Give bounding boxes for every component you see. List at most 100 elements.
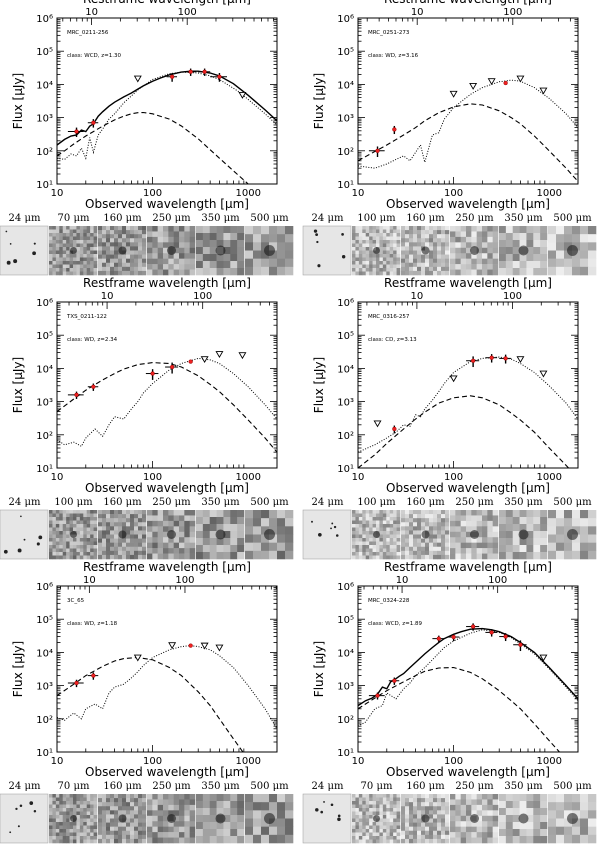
- thumbnail-pixel: [98, 510, 103, 515]
- thumbnail-pixel: [147, 231, 153, 238]
- thumbnail-pixel: [409, 794, 414, 799]
- thumbnail-pixel: [433, 806, 438, 811]
- thumbnail-pixel: [110, 238, 115, 243]
- thumbnail-pixel: [487, 832, 493, 838]
- thumbnail-pixel: [425, 810, 430, 815]
- thumbnail-pixel: [83, 513, 88, 518]
- thumbnail-pixel: [441, 838, 446, 844]
- thumbnail-pixel: [352, 257, 356, 262]
- thumbnail-pixel: [372, 524, 377, 528]
- thumbnail-pixel: [476, 231, 483, 238]
- thumbnail-pixel: [73, 548, 77, 553]
- thumbnail-pixel: [83, 804, 88, 809]
- thumbnail-pixel: [556, 234, 565, 243]
- thumbnail-pixel: [83, 250, 88, 255]
- thumbnail-pixel: [445, 822, 450, 827]
- source-dot: [23, 538, 26, 541]
- thumbnail-pixel: [173, 258, 180, 265]
- thumbnail-pixel: [526, 524, 534, 532]
- thumbnail-pixel: [365, 808, 370, 812]
- thumbnail-pixel: [62, 271, 67, 276]
- thumbnail-pixel: [142, 510, 147, 515]
- thumbnail-pixel: [184, 247, 190, 254]
- thumbnail-pixel: [93, 531, 98, 535]
- thumbnail-pixel: [49, 538, 53, 542]
- thumbnail-pixel: [83, 832, 88, 837]
- thumbnail-pixel: [237, 808, 245, 816]
- thumbnail-image: [401, 794, 450, 844]
- thumbnail-pixel: [49, 240, 53, 244]
- thumbnail-pixel: [393, 552, 397, 556]
- thumbnail-pixel: [393, 538, 397, 542]
- thumbnail-pixel: [487, 526, 493, 533]
- thumbnail-pixel: [437, 230, 442, 235]
- thumbnail-image: [98, 510, 147, 560]
- detection-point: [375, 693, 380, 698]
- thumbnail-pixel: [429, 798, 434, 803]
- thumbnail-pixel: [237, 254, 245, 262]
- thumbnail-pixel: [90, 804, 94, 809]
- thumbnail-pixel: [66, 829, 70, 833]
- thumbnail-pixel: [216, 510, 224, 518]
- thumbnail-pixel: [110, 806, 115, 811]
- thumbnail-pixel: [110, 538, 115, 543]
- thumbnail-bg: [302, 509, 352, 560]
- thumbnail-pixel: [163, 548, 169, 554]
- thumbnail-pixel: [358, 825, 363, 830]
- thumbnail-pixel: [572, 534, 581, 543]
- thumbnail-pixel: [382, 548, 387, 553]
- thumbnail-pixel: [580, 534, 589, 543]
- thumbnail-pixel: [86, 517, 91, 521]
- thumbnail-pixel: [409, 830, 414, 836]
- source-blob: [421, 246, 430, 255]
- thumbnail-pixel: [173, 269, 180, 276]
- thumbnail-pixel: [202, 545, 211, 553]
- thumbnail-pixel: [369, 545, 373, 549]
- thumbnail-pixel: [421, 542, 426, 548]
- thumbnail-pixel: [209, 836, 217, 844]
- thumbnail-pixel: [379, 832, 384, 837]
- thumbnail-pixel: [184, 226, 190, 232]
- upper-limit-marker: [133, 654, 142, 662]
- thumbnail-pixel: [556, 810, 565, 819]
- thumbnail-pixel: [59, 797, 64, 802]
- thumbnail-pixel: [147, 264, 153, 270]
- thumbnail-pixel: [261, 518, 270, 527]
- thumbnail-pixel: [76, 524, 81, 528]
- thumbnail-pixel: [499, 794, 507, 802]
- thumbnail-pixel: [93, 520, 98, 525]
- detection-point: [503, 80, 508, 86]
- thumbnail-pixel: [261, 550, 270, 560]
- thumbnail-pixel: [393, 555, 397, 560]
- thumbnail-pixel: [269, 258, 278, 268]
- thumbnail-pixel: [179, 837, 185, 844]
- thumbnail-pixel: [499, 261, 507, 269]
- class-label: class: CD, z=3.13: [368, 337, 417, 343]
- x-tick-label: 10: [352, 472, 365, 483]
- thumbnail-pixel: [425, 798, 430, 803]
- thumbnail-pixel: [142, 522, 147, 527]
- thumbnail-pixel: [230, 247, 238, 255]
- thumbnail-pixel: [52, 527, 57, 532]
- thumbnail-pixel: [138, 546, 143, 552]
- thumbnail-pixel: [90, 552, 94, 556]
- x-tick-label: 1000: [536, 472, 561, 483]
- thumbnail-pixel: [253, 510, 262, 519]
- thumbnail-pixel: [533, 531, 541, 539]
- thumbnail-pixel: [526, 254, 534, 262]
- thumbnail-pixel: [572, 510, 581, 519]
- thumbnail-pixel: [163, 526, 169, 533]
- thumbnail-pixel: [184, 810, 190, 817]
- thumbnail-pixel: [376, 527, 380, 532]
- thumbnail-pixel: [358, 804, 363, 809]
- thumbnail-pixel: [365, 815, 370, 819]
- thumbnail-pixel: [429, 538, 434, 543]
- thumbnail-pixel: [130, 534, 135, 539]
- thumbnail-pixel: [69, 254, 74, 258]
- thumbnail-pixel: [466, 837, 472, 844]
- y-tick-label: 10¹: [337, 180, 354, 191]
- thumbnail-pixel: [79, 825, 84, 830]
- thumbnail-pixel: [189, 242, 196, 249]
- thumbnail-pixel: [114, 242, 119, 247]
- thumbnail-pixel: [157, 832, 164, 838]
